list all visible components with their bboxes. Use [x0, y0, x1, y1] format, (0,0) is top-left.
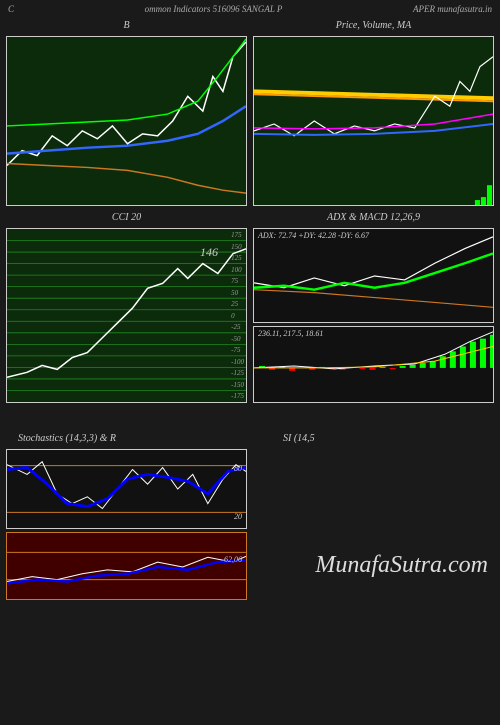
header-center: ommon Indicators 516096 SANGAL P — [145, 4, 283, 14]
rsi-chart: 62.06 — [6, 532, 247, 600]
cci-chart: 1751501251007550250-25-50-75-100-125-150… — [6, 228, 247, 403]
cci-wrap: CCI 20 1751501251007550250-25-50-75-100-… — [6, 210, 247, 403]
cci-title: CCI 20 — [6, 210, 247, 228]
bb-wrap: B — [6, 18, 247, 206]
bb-chart — [6, 36, 247, 206]
macd-chart: 236.11, 217.5, 18.61 — [253, 326, 494, 403]
stoch-title: Stochastics (14,3,3) & R — [6, 431, 247, 449]
stoch-chart: 8020 — [6, 449, 247, 529]
adx-title: ADX & MACD 12,26,9 — [253, 210, 494, 228]
pricema-wrap: Price, Volume, MA — [253, 18, 494, 206]
adx-chart: ADX: 72.74 +DY: 42.28 -DY: 6.67 — [253, 228, 494, 323]
page-header: C ommon Indicators 516096 SANGAL P APER … — [0, 0, 500, 18]
pricema-title: Price, Volume, MA — [253, 18, 494, 36]
pricema-chart — [253, 36, 494, 206]
stoch-wrap: Stochastics (14,3,3) & R 8020 62.06 — [6, 431, 247, 600]
adx-macd-wrap: ADX & MACD 12,26,9 ADX: 72.74 +DY: 42.28… — [253, 210, 494, 403]
si-chart — [253, 449, 494, 529]
bb-title: B — [6, 18, 247, 36]
header-right: APER munafasutra.in — [413, 4, 492, 14]
watermark: MunafaSutra.com — [315, 552, 488, 579]
header-left: C — [8, 4, 14, 14]
si-title: SI (14,5 — [253, 431, 494, 449]
row-1: B Price, Volume, MA — [0, 18, 500, 206]
row-2: CCI 20 1751501251007550250-25-50-75-100-… — [0, 210, 500, 403]
